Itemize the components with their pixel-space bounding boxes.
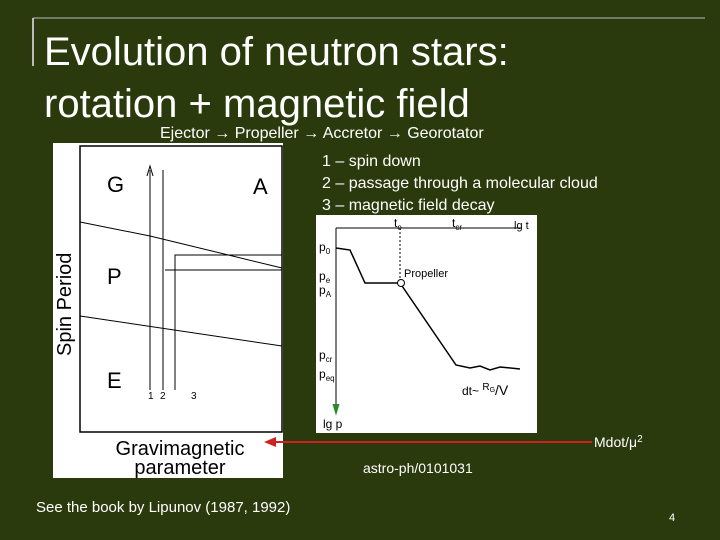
note: See the book by Lipunov (1987, 1992) xyxy=(36,499,290,516)
label-main: t xyxy=(394,216,398,230)
region-label: G xyxy=(107,172,124,197)
track-label: 1 xyxy=(148,391,154,402)
label-sub: 0 xyxy=(326,247,331,256)
axis-label: pcr xyxy=(319,348,333,364)
curve xyxy=(335,247,521,371)
arrow-label: Mdot/μ2 xyxy=(594,434,643,450)
list-item: 1 – spin down xyxy=(322,153,421,170)
label-main: t xyxy=(452,216,456,230)
diagram-bg xyxy=(53,143,283,478)
track-label: 2 xyxy=(160,391,166,402)
label-sub: e xyxy=(326,276,331,285)
label-sub: cr xyxy=(326,355,333,364)
arrow-label-part: 2 xyxy=(637,434,643,445)
list-item: 3 – magnetic field decay xyxy=(322,197,495,214)
right-diagram: Propeller te tcr lg t p0 pe pA pcr peq d… xyxy=(316,215,537,433)
region-label: E xyxy=(107,368,122,393)
axis-label: lg p xyxy=(323,417,343,431)
formula-part: G xyxy=(490,387,495,394)
axis-label: Spin Period xyxy=(54,253,76,356)
arrow-label-part: Mdot/μ xyxy=(594,434,637,450)
label: Propeller xyxy=(404,268,448,280)
axis-label: te xyxy=(394,216,402,232)
diagram-frame xyxy=(79,145,283,433)
axis-label: p0 xyxy=(319,240,331,256)
label-sub: cr xyxy=(455,223,462,232)
reference: astro-ph/0101031 xyxy=(363,460,473,476)
axis-label: lg t xyxy=(514,220,529,232)
diagram-bg xyxy=(316,215,537,433)
axis-label: pA xyxy=(319,283,332,299)
left-diagram: G A P E 1 2 3 Spin Period Gravimagnetic … xyxy=(53,143,283,479)
axis-label: tcr xyxy=(452,216,462,232)
label-main: p xyxy=(319,269,326,283)
label-main: p xyxy=(319,240,326,254)
arrow-head xyxy=(146,164,154,177)
title: Evolution of neutron stars: xyxy=(44,30,509,74)
axis-label: peq xyxy=(319,367,335,383)
formula-part: dt~ xyxy=(462,384,482,398)
region-label: P xyxy=(107,264,122,289)
axis-label: pe xyxy=(319,269,331,285)
label-sub: eq xyxy=(326,374,335,383)
formula: dt~ RG/V xyxy=(462,382,509,398)
page-number: 4 xyxy=(669,512,675,524)
axis-label: Gravimagnetic xyxy=(116,438,245,460)
label-main: p xyxy=(319,367,326,381)
label-sub: e xyxy=(397,223,402,232)
track-label: 3 xyxy=(191,391,197,402)
arrow-head xyxy=(264,437,276,447)
formula-part: /V xyxy=(495,382,509,398)
title: rotation + magnetic field xyxy=(44,82,470,126)
label-main: p xyxy=(319,348,326,362)
label-main: p xyxy=(319,283,326,297)
list-item: 2 – passage through a molecular cloud xyxy=(322,175,598,192)
formula-part: R xyxy=(482,382,489,393)
axis-label: parameter xyxy=(134,457,225,479)
label-sub: A xyxy=(326,290,332,299)
marker xyxy=(397,279,405,287)
boundary xyxy=(79,315,283,347)
subtitle: Ejector → Propeller → Accretor → Georota… xyxy=(160,125,484,142)
track xyxy=(174,254,282,390)
label-main: lg t xyxy=(514,220,529,232)
arrow-head xyxy=(332,403,340,416)
region-label: A xyxy=(253,174,268,199)
